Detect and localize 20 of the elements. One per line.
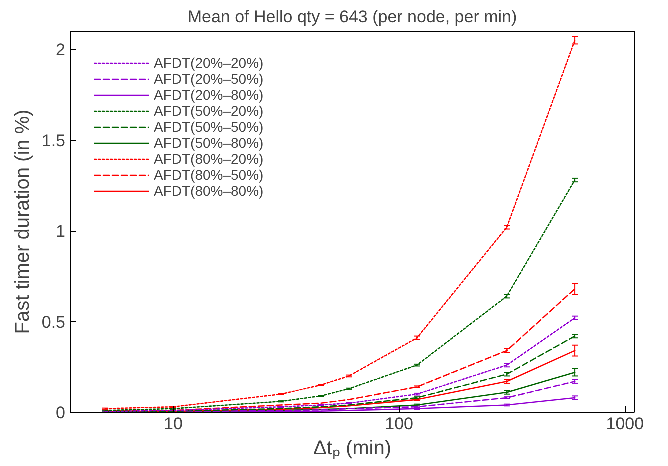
- legend-label: AFDT(80%–50%): [154, 167, 264, 183]
- y-tick-label: 2: [56, 40, 66, 60]
- chart-title: Mean of Hello qty = 643 (per node, per min): [188, 8, 518, 26]
- legend-label: AFDT(50%–20%): [154, 103, 264, 119]
- legend-label: AFDT(20%–20%): [154, 55, 264, 71]
- legend-label: AFDT(50%–50%): [154, 119, 264, 135]
- legend-label: AFDT(20%–50%): [154, 71, 264, 87]
- legend-label: AFDT(20%–80%): [154, 87, 264, 103]
- x-tick-label: 100: [385, 414, 414, 434]
- y-tick-label: 0: [56, 404, 66, 422]
- legend-label: AFDT(80%–20%): [154, 151, 264, 167]
- x-tick-label: 1000: [606, 414, 644, 434]
- x-tick-label: 10: [164, 414, 183, 434]
- x-axis-title: Δtₚ (min): [313, 438, 392, 460]
- y-tick-label: 1: [56, 222, 66, 242]
- y-axis-title: Fast timer duration (in %): [12, 110, 34, 334]
- y-tick-label: 1.5: [42, 131, 66, 150]
- y-tick-label: 0.5: [42, 312, 66, 332]
- legend-label: AFDT(50%–80%): [154, 135, 264, 151]
- legend-label: AFDT(80%–80%): [154, 183, 264, 199]
